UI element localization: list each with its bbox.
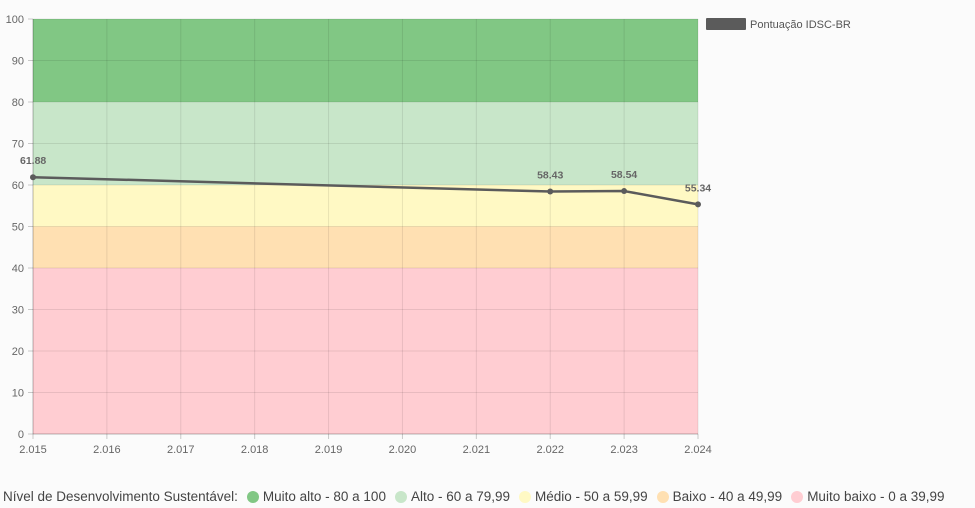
legend-label-medio: Médio - 50 a 59,99 [535, 489, 648, 504]
legend-dot-alto [394, 490, 407, 503]
legend-swatch [706, 18, 746, 30]
legend-label-alto: Alto - 60 a 79,99 [410, 489, 511, 504]
legend-item-muito-alto: Muito alto - 80 a 100 [246, 489, 386, 504]
y-tick-label-2: 20 [12, 346, 24, 358]
series-lines: 61.88 58.43 58.54 55.34 [20, 155, 711, 208]
chart-legend[interactable]: Pontuação IDSC-BR [706, 18, 851, 31]
legend-label-baixo: Baixo - 40 a 49,99 [672, 489, 783, 504]
data-label-0-2: 58.54 [611, 169, 637, 181]
legend-dot-baixo [656, 490, 669, 503]
legend-dot-muito-alto [246, 490, 259, 503]
legend-item-alto: Alto - 60 a 79,99 [394, 489, 511, 504]
x-tick-label-0: 2.015 [19, 444, 47, 456]
y-tick-label-6: 60 [12, 180, 24, 192]
development-level-legend: Nível de Desenvolvimento Sustentável: Mu… [3, 489, 975, 504]
data-point-0-3 [695, 201, 701, 208]
score-band-1 [33, 102, 698, 185]
score-band-3 [33, 226, 698, 268]
legend-label: Pontuação IDSC-BR [750, 19, 851, 31]
legend-dot-medio [519, 490, 532, 503]
legend-item-medio: Médio - 50 a 59,99 [519, 489, 648, 504]
y-tick-label-3: 30 [12, 305, 24, 317]
x-tick-label-5: 2.020 [389, 444, 417, 456]
x-tick-label-7: 2.022 [536, 444, 564, 456]
score-band-4 [33, 268, 698, 434]
y-tick-label-4: 40 [12, 263, 24, 275]
legend-label-muito-alto: Muito alto - 80 a 100 [262, 489, 386, 504]
data-label-0-3: 55.34 [685, 182, 711, 194]
x-tick-label-6: 2.021 [463, 444, 491, 456]
legend-label-muito-baixo: Muito baixo - 0 a 39,99 [807, 489, 945, 504]
x-tick-label-9: 2.024 [684, 444, 712, 456]
footer-legend-title: Nível de Desenvolvimento Sustentável: [3, 489, 238, 504]
data-point-0-0 [30, 174, 36, 181]
y-tick-label-5: 50 [12, 222, 24, 234]
series-line-0 [32, 175, 699, 206]
y-tick-label-7: 70 [12, 139, 24, 151]
data-point-0-2 [621, 188, 628, 195]
y-axis: 0 10 20 30 40 50 60 70 80 90 100 [6, 14, 34, 441]
x-tick-label-8: 2.023 [610, 444, 638, 456]
x-axis: 2.015 2.016 2.017 2.018 2.019 2.020 2.021 2.022… [19, 433, 712, 456]
legend-item-baixo: Baixo - 40 a 49,99 [656, 489, 783, 504]
score-bands [33, 19, 698, 434]
grid-lines [32, 18, 699, 435]
x-tick-label-2: 2.017 [167, 444, 195, 456]
score-band-0 [33, 19, 698, 102]
x-tick-label-4: 2.019 [315, 444, 343, 456]
data-point-0-1 [547, 188, 554, 195]
y-tick-label-9: 90 [12, 56, 24, 68]
x-tick-label-1: 2.016 [93, 444, 121, 456]
y-tick-label-8: 80 [12, 97, 24, 109]
legend-item-muito-baixo: Muito baixo - 0 a 39,99 [791, 489, 945, 504]
y-tick-label-10: 100 [6, 14, 24, 26]
data-label-0-1: 58.43 [537, 170, 563, 182]
legend-dot-muito-baixo [791, 490, 804, 503]
data-label-0-0: 61.88 [20, 155, 46, 167]
y-tick-label-1: 10 [12, 388, 24, 400]
y-tick-label-0: 0 [18, 429, 24, 441]
x-tick-label-3: 2.018 [241, 444, 269, 456]
